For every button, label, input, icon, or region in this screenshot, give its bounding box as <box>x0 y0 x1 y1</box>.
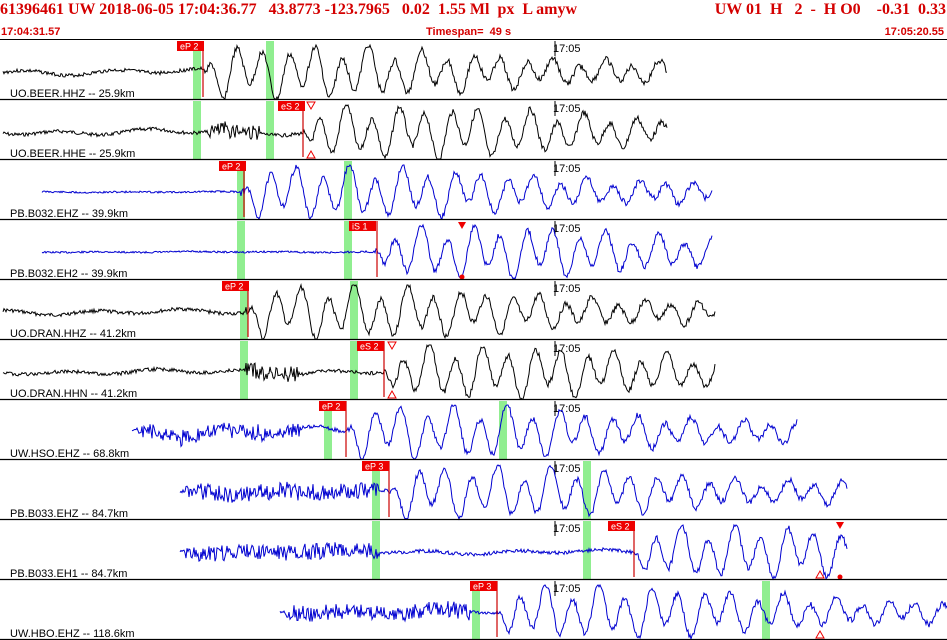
minute-tick-label: 17:05 <box>553 163 581 175</box>
station-channel-label: PB.B032.EHZ -- 39.9km <box>10 208 128 220</box>
station-channel-label: PB.B033.EH1 -- 84.7km <box>10 568 127 580</box>
phase-pick-label: eP 2 <box>222 162 240 172</box>
time-window-marker[interactable] <box>350 281 358 340</box>
minute-tick-label: 17:05 <box>553 223 581 235</box>
amplitude-marker-icon[interactable] <box>387 389 397 399</box>
station-channel-label: PB.B032.EH2 -- 39.9km <box>10 268 127 280</box>
seismic-waveform <box>131 404 798 460</box>
time-window-marker[interactable] <box>193 41 201 100</box>
time-window-marker[interactable] <box>344 161 352 220</box>
channel-info: UW 01 H 2 - H O0 -0.31 0.33 <box>714 1 946 18</box>
phase-pick-label: eP 2 <box>180 42 198 52</box>
phase-pick-flag[interactable] <box>357 341 384 351</box>
trace-row[interactable]: 17:05 iS 1 PB.B032.EH2 -- 39.9km <box>0 221 947 281</box>
amplitude-marker-icon[interactable] <box>815 629 825 639</box>
phase-pick-flag[interactable] <box>219 161 246 171</box>
station-channel-label: UO.DRAN.HHN -- 41.2km <box>10 388 137 400</box>
amplitude-marker-icon[interactable] <box>306 101 316 111</box>
phase-pick-flag[interactable] <box>349 221 376 231</box>
phase-pick-flag[interactable] <box>278 101 305 111</box>
seismic-waveform <box>41 164 713 221</box>
amplitude-marker-icon[interactable] <box>815 569 825 579</box>
peak-marker-icon[interactable] <box>836 522 844 529</box>
seismic-waveform <box>2 43 668 101</box>
phase-pick-label: eS 2 <box>611 522 630 532</box>
station-channel-label: UO.BEER.HHZ -- 25.9km <box>10 88 135 100</box>
phase-pick-label: eP 3 <box>473 582 491 592</box>
minute-tick-label: 17:05 <box>553 283 581 295</box>
event-summary: 61396461 UW 2018-06-05 17:04:36.77 43.87… <box>0 1 578 18</box>
seismic-waveform <box>2 104 668 160</box>
amplitude-marker-icon[interactable] <box>306 149 316 159</box>
seismic-waveform <box>279 583 947 640</box>
phase-pick-flag[interactable] <box>608 521 635 531</box>
time-window-marker[interactable] <box>266 41 274 100</box>
station-channel-label: PB.B033.EHZ -- 84.7km <box>10 508 128 520</box>
time-window-marker[interactable] <box>193 101 201 160</box>
phase-pick-label: eS 2 <box>281 102 300 112</box>
time-window-marker[interactable] <box>266 101 274 160</box>
time-window-marker[interactable] <box>350 341 358 400</box>
station-channel-label: UW.HSO.EHZ -- 68.8km <box>10 448 129 460</box>
minute-tick-label: 17:05 <box>553 43 581 55</box>
window-start-time: 17:04:31.57 <box>1 26 61 38</box>
peak-marker-icon[interactable] <box>459 274 465 280</box>
trace-row[interactable]: 17:05 eP 3 UW.HBO.EHZ -- 118.6km <box>0 581 947 640</box>
seismic-waveform <box>2 344 716 400</box>
minute-tick-label: 17:05 <box>553 523 581 535</box>
time-window-marker[interactable] <box>324 401 332 460</box>
trace-row[interactable]: 17:05 eP 2 UW.HSO.EHZ -- 68.8km <box>0 401 947 461</box>
minute-tick-label: 17:05 <box>553 103 581 115</box>
trace-row[interactable]: 17:05 eP 2 UO.BEER.HHZ -- 25.9km <box>0 41 947 101</box>
timespan-label: Timespan= 49 s <box>426 26 512 38</box>
time-window-marker[interactable] <box>762 581 770 640</box>
station-channel-label: UO.BEER.HHE -- 25.9km <box>10 148 135 160</box>
minute-tick-label: 17:05 <box>553 583 581 595</box>
station-channel-label: UO.DRAN.HHZ -- 41.2km <box>10 328 136 340</box>
seismic-waveform <box>2 283 716 340</box>
trace-row[interactable]: 17:05 eS 2 UO.DRAN.HHN -- 41.2km <box>0 341 947 401</box>
time-window-marker[interactable] <box>583 461 591 520</box>
peak-marker-icon[interactable] <box>837 574 843 580</box>
trace-row[interactable]: 17:05 eP 2 UO.DRAN.HHZ -- 41.2km <box>0 281 947 341</box>
event-header: 61396461 UW 2018-06-05 17:04:36.77 43.87… <box>0 0 947 39</box>
minute-tick-label: 17:05 <box>553 403 581 415</box>
phase-pick-flag[interactable] <box>319 401 346 411</box>
time-window-marker[interactable] <box>240 341 248 400</box>
phase-pick-label: iS 1 <box>352 222 368 232</box>
phase-pick-label: eP 3 <box>365 462 383 472</box>
minute-tick-label: 17:05 <box>553 343 581 355</box>
seismic-waveform <box>179 523 848 581</box>
time-window-marker[interactable] <box>344 221 352 280</box>
peak-marker-icon[interactable] <box>458 222 466 229</box>
phase-pick-flag[interactable] <box>177 41 204 51</box>
amplitude-marker-icon[interactable] <box>387 341 397 351</box>
phase-pick-flag[interactable] <box>362 461 389 471</box>
phase-pick-flag[interactable] <box>222 281 249 291</box>
time-window-marker[interactable] <box>499 401 507 460</box>
station-channel-label: UW.HBO.EHZ -- 118.6km <box>10 628 134 640</box>
time-window-marker[interactable] <box>237 161 245 220</box>
phase-pick-label: eS 2 <box>360 342 379 352</box>
time-window-marker[interactable] <box>237 221 245 280</box>
window-end-time: 17:05:20.55 <box>884 26 944 38</box>
time-window-marker[interactable] <box>240 281 248 340</box>
seismic-waveform <box>179 464 848 521</box>
phase-pick-label: eP 2 <box>225 282 243 292</box>
phase-pick-label: eP 2 <box>322 402 340 412</box>
trace-row[interactable]: 17:05 eS 2 PB.B033.EH1 -- 84.7km <box>0 521 947 581</box>
phase-pick-flag[interactable] <box>470 581 497 591</box>
minute-tick-label: 17:05 <box>553 463 581 475</box>
trace-row[interactable]: 17:05 eS 2 UO.BEER.HHE -- 25.9km <box>0 101 947 161</box>
time-window-marker[interactable] <box>472 581 480 640</box>
trace-row[interactable]: 17:05 eP 3 PB.B033.EHZ -- 84.7km <box>0 461 947 521</box>
trace-row[interactable]: 17:05 eP 2 PB.B032.EHZ -- 39.9km <box>0 161 947 221</box>
